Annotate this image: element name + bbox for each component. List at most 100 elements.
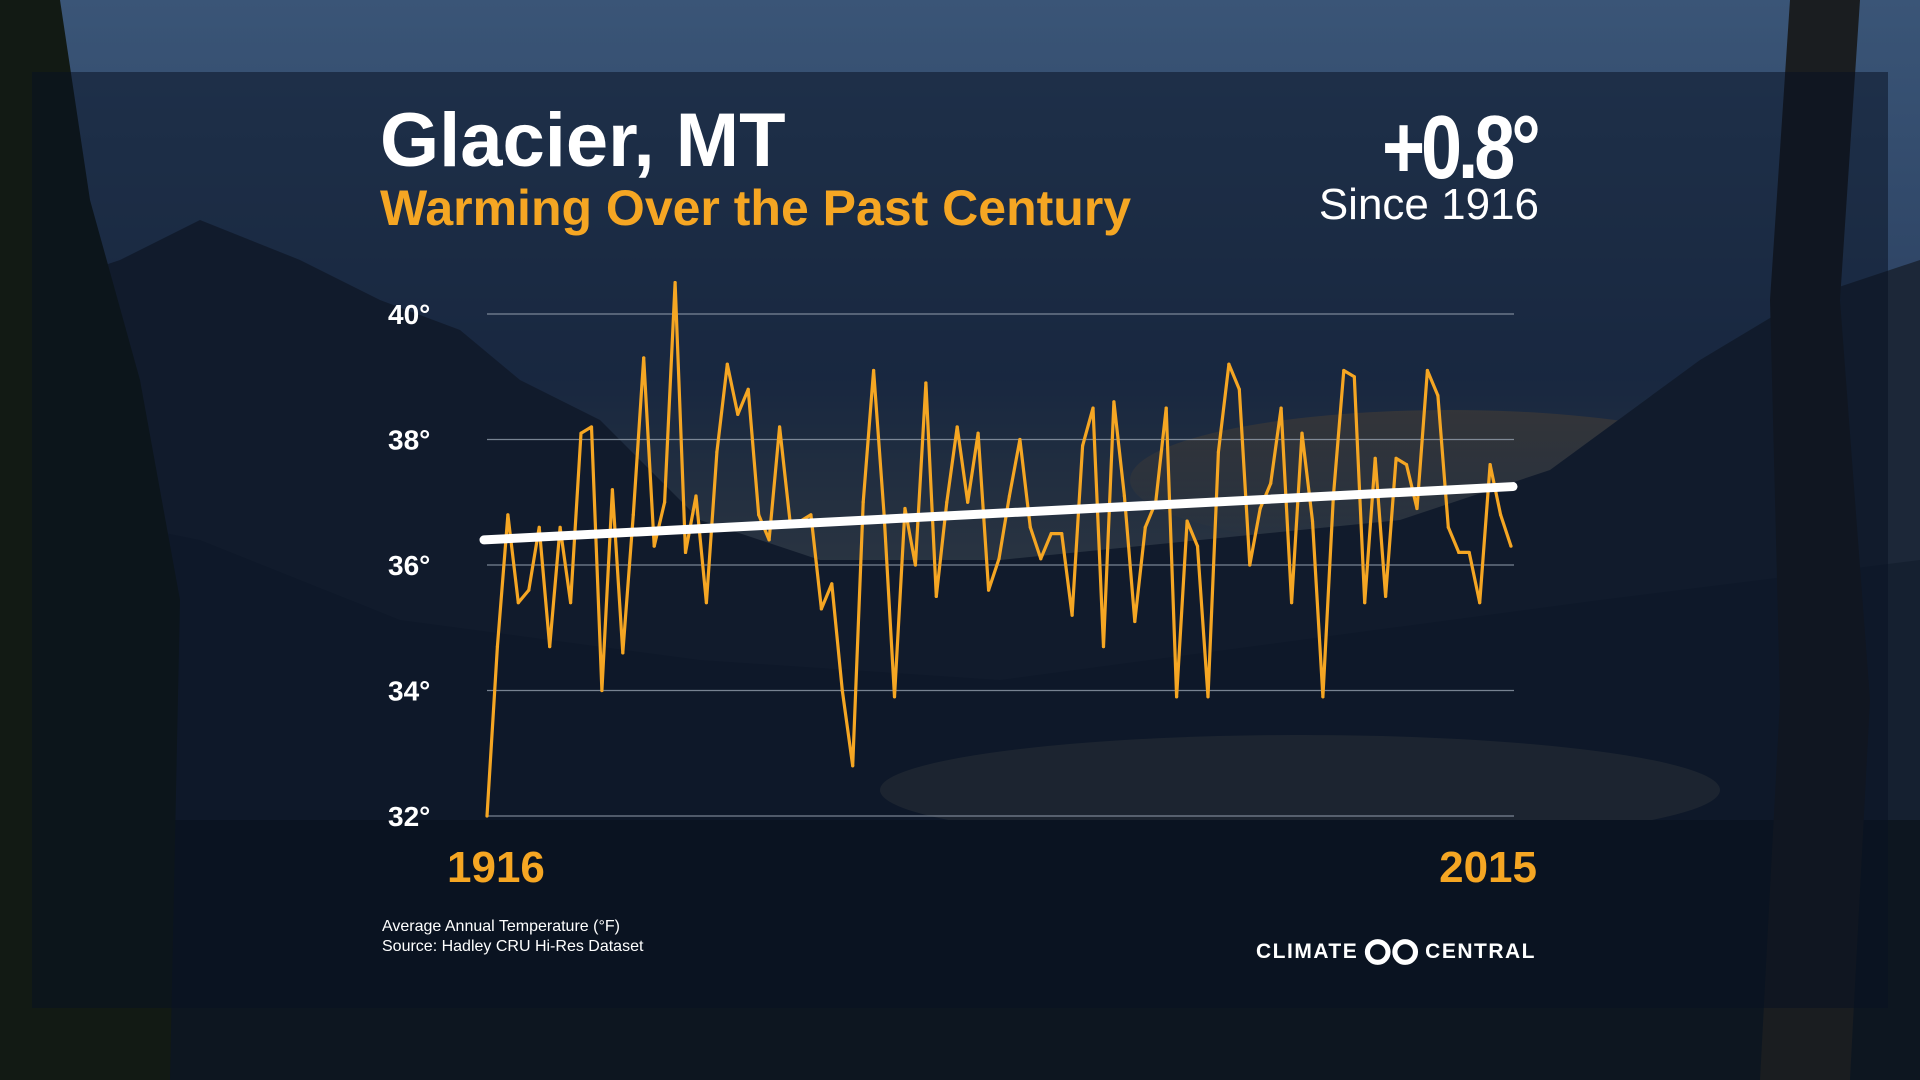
- data-point-1973: [1080, 444, 1085, 448]
- data-point-1987: [1227, 362, 1231, 366]
- data-point-1929: [621, 651, 625, 655]
- chart-subtitle: Warming Over the Past Century: [380, 180, 1132, 236]
- data-point-1917: [495, 644, 500, 649]
- data-point-2005: [1415, 506, 1419, 511]
- y-tick-label-40: 40°: [388, 299, 430, 330]
- data-point-2012: [1488, 463, 1492, 467]
- data-point-1979: [1143, 525, 1147, 529]
- trend-line: [479, 482, 1518, 545]
- data-point-1928: [610, 488, 614, 492]
- data-point-1978: [1133, 619, 1137, 624]
- data-point-1989: [1248, 563, 1252, 567]
- data-point-1981: [1164, 406, 1168, 410]
- data-point-1993: [1289, 601, 1294, 605]
- data-point-1930: [631, 513, 635, 517]
- data-point-1965: [997, 557, 1001, 561]
- grid-lines: [487, 313, 1514, 817]
- data-point-1943: [767, 538, 771, 542]
- data-point-1986: [1216, 450, 1221, 454]
- data-point-1919: [516, 601, 520, 605]
- data-point-2007: [1436, 393, 1440, 398]
- data-point-1918: [506, 513, 510, 517]
- data-point-1953: [872, 368, 876, 373]
- data-point-1923: [558, 525, 562, 529]
- data-point-1994: [1300, 431, 1304, 435]
- data-point-1963: [976, 431, 980, 435]
- data-point-1977: [1122, 494, 1126, 498]
- data-point-1984: [1195, 544, 1200, 548]
- data-point-1985: [1206, 695, 1210, 699]
- data-point-2008: [1446, 525, 1450, 529]
- data-point-1947: [809, 513, 813, 517]
- brand-word-right: CENTRAL: [1425, 940, 1536, 963]
- data-point-1969: [1039, 557, 1043, 561]
- x-tick-label-end: 2015: [1439, 843, 1537, 892]
- data-point-1962: [966, 500, 970, 504]
- data-point-1932: [652, 544, 656, 548]
- data-point-1940: [736, 412, 740, 416]
- data-point-1920: [527, 588, 531, 592]
- y-tick-label-36: 36°: [388, 550, 430, 581]
- data-point-1941: [746, 387, 750, 391]
- data-point-1933: [663, 500, 667, 504]
- data-point-1948: [819, 607, 823, 611]
- footnote-source: Source: Hadley CRU Hi-Res Dataset: [382, 938, 644, 955]
- data-point-1983: [1185, 519, 1189, 523]
- data-point-1991: [1269, 481, 1273, 486]
- data-point-1976: [1112, 400, 1116, 404]
- data-point-1967: [1018, 437, 1022, 442]
- temperature-change-label: Since 1916: [1318, 180, 1539, 229]
- data-point-1931: [642, 356, 646, 360]
- data-point-1995: [1310, 519, 1315, 523]
- data-point-1996: [1321, 695, 1325, 699]
- temperature-series-line: [485, 281, 1513, 817]
- data-point-1999: [1352, 375, 1356, 379]
- chart-title: Glacier, MT: [380, 98, 786, 183]
- data-point-2010: [1467, 550, 1471, 555]
- y-tick-label-34: 34°: [388, 676, 430, 707]
- data-point-2009: [1457, 550, 1461, 555]
- data-point-1966: [1007, 494, 1012, 498]
- data-point-1970: [1049, 532, 1053, 536]
- data-point-1921: [537, 525, 541, 529]
- series-layer: [485, 281, 1513, 818]
- data-point-1958: [924, 381, 928, 385]
- temperature-change-value: +0.8°: [1382, 98, 1541, 198]
- data-point-1959: [934, 594, 938, 598]
- data-point-1968: [1028, 525, 1032, 529]
- data-point-1938: [715, 450, 719, 454]
- brand-word-left: CLIMATE: [1256, 940, 1359, 963]
- data-point-1988: [1237, 387, 1241, 391]
- data-point-1925: [579, 431, 583, 435]
- data-point-1961: [955, 425, 959, 429]
- y-tick-label-38: 38°: [388, 425, 430, 456]
- y-axis-ticks: 32° 34° 36° 38° 40°: [388, 299, 430, 832]
- data-point-1971: [1060, 532, 1064, 536]
- data-point-1916: [485, 814, 489, 818]
- data-point-1990: [1258, 506, 1262, 511]
- data-point-1927: [600, 688, 604, 693]
- data-point-1926: [589, 425, 594, 429]
- data-point-1960: [945, 500, 949, 504]
- data-point-1939: [725, 362, 729, 366]
- data-point-1936: [694, 494, 698, 498]
- data-point-1964: [986, 588, 991, 592]
- data-point-1935: [683, 550, 688, 555]
- data-point-1982: [1175, 695, 1179, 699]
- data-point-1992: [1279, 406, 1283, 410]
- climate-central-logo-icon: [1365, 939, 1419, 965]
- data-point-2013: [1498, 513, 1503, 517]
- data-point-1924: [568, 601, 573, 605]
- data-point-1952: [861, 500, 865, 504]
- data-point-1957: [913, 563, 918, 567]
- climate-central-brand: CLIMATE CENTRAL: [1256, 934, 1536, 970]
- data-point-2006: [1425, 368, 1430, 373]
- data-point-2002: [1384, 594, 1388, 598]
- data-point-1972: [1070, 613, 1074, 617]
- data-point-1942: [757, 513, 761, 517]
- x-axis-ticks: 1916 2015: [447, 843, 1537, 892]
- data-point-1951: [851, 764, 855, 768]
- footnote-measure: Average Annual Temperature (°F): [382, 918, 620, 935]
- x-tick-label-start: 1916: [447, 843, 545, 892]
